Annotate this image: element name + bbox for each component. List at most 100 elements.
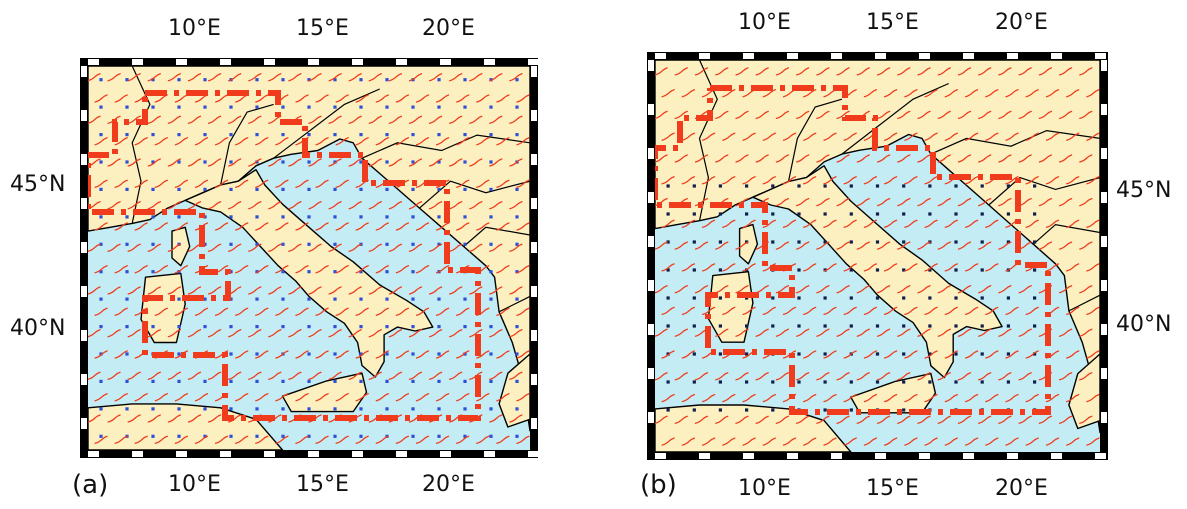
grid-point — [797, 380, 801, 384]
frame-tick — [1007, 453, 1018, 459]
lon-label-top-3: 20°E — [995, 10, 1048, 35]
grid-point — [411, 407, 415, 411]
wind-vector — [408, 115, 423, 124]
wind-vector — [655, 285, 668, 294]
wind-vector — [214, 307, 229, 316]
grid-point — [928, 380, 932, 384]
wind-vector — [388, 329, 403, 338]
frame-tick — [484, 451, 495, 457]
wind-vector — [516, 222, 530, 231]
wind-vector — [775, 67, 790, 76]
grid-point — [359, 160, 363, 164]
wind-vector — [655, 67, 668, 76]
wind-vector — [1045, 89, 1060, 98]
wind-vector — [268, 158, 282, 167]
wind-vector — [516, 307, 530, 316]
wind-vector — [863, 176, 878, 185]
frame-tick — [132, 59, 143, 65]
grid-point — [333, 215, 337, 219]
wind-vector — [107, 371, 121, 380]
grid-point — [1033, 324, 1037, 328]
frame-tick — [1095, 53, 1106, 59]
grid-point — [666, 184, 670, 188]
frame-tick — [264, 451, 275, 457]
grid-point — [1033, 352, 1037, 356]
wind-vector — [715, 241, 729, 250]
wind-vector — [681, 306, 696, 316]
wind-vector — [1025, 176, 1039, 185]
grid-point — [902, 240, 906, 244]
wind-vector — [335, 350, 349, 359]
wind-vector — [114, 179, 128, 188]
wind-vector — [937, 415, 951, 424]
wind-vector — [167, 73, 182, 82]
wind-vector — [655, 372, 668, 381]
wind-vector — [1058, 110, 1073, 120]
wind-vector — [187, 414, 202, 423]
grid-point — [151, 270, 155, 274]
wind-vector — [167, 243, 182, 252]
grid-point — [359, 325, 363, 329]
wind-vector — [435, 94, 450, 103]
wind-vector — [823, 306, 837, 316]
wind-vector — [924, 263, 938, 272]
frame-tick — [831, 453, 842, 459]
grid-point — [515, 215, 519, 219]
wind-vector — [207, 201, 222, 210]
grid-point — [99, 160, 103, 164]
grid-point — [902, 296, 906, 300]
frame-tick — [655, 453, 666, 459]
wind-vector — [944, 350, 958, 359]
wind-vector — [775, 285, 790, 294]
wind-vector — [1079, 197, 1093, 207]
wind-vector — [107, 414, 121, 423]
wind-vector — [897, 241, 911, 250]
wind-vector — [655, 328, 668, 337]
wind-vector — [134, 179, 148, 188]
wind-vector — [985, 306, 999, 316]
grid-point — [745, 324, 749, 328]
wind-vector — [796, 110, 810, 120]
wind-vector — [674, 372, 688, 381]
wind-vector — [114, 393, 128, 402]
grid-point — [411, 379, 415, 383]
grid-point — [307, 215, 311, 219]
wind-vector — [681, 263, 696, 272]
wind-vector — [944, 132, 958, 141]
grid-point — [151, 160, 155, 164]
grid-point — [229, 352, 233, 356]
wind-vector — [917, 241, 931, 250]
wind-vector — [755, 67, 769, 76]
wind-vector — [1079, 415, 1093, 424]
wind-vector — [1018, 154, 1032, 163]
grid-point — [177, 215, 181, 219]
country-border — [841, 82, 949, 155]
grid-point — [411, 215, 415, 219]
wind-vector — [428, 115, 443, 124]
wind-vector — [174, 179, 189, 188]
wind-vector — [856, 372, 870, 381]
grid-point — [718, 352, 722, 356]
wind-vector — [368, 371, 382, 380]
wind-vector — [275, 179, 289, 188]
wind-vector — [816, 372, 830, 381]
wind-vector — [88, 329, 101, 338]
map-panel-a: 10°E 15°E 20°E 10°E 15°E 20°E 45°N 40°N … — [0, 0, 590, 509]
grid-point — [385, 270, 389, 274]
wind-vector — [836, 285, 850, 294]
wind-vector — [816, 67, 830, 76]
land-corsica — [171, 226, 191, 267]
wind-vector — [255, 94, 269, 103]
wind-vector — [308, 201, 322, 210]
frame-tick — [655, 53, 666, 59]
wind-vector — [937, 328, 951, 337]
grid-point — [333, 325, 337, 329]
grid-point — [281, 215, 285, 219]
wind-vector — [762, 132, 776, 141]
wind-vector — [957, 241, 972, 250]
grid-point — [463, 133, 467, 137]
wind-vector — [328, 115, 342, 124]
wind-vector — [315, 350, 329, 359]
wind-vector — [295, 222, 309, 231]
wind-vector — [469, 73, 483, 82]
